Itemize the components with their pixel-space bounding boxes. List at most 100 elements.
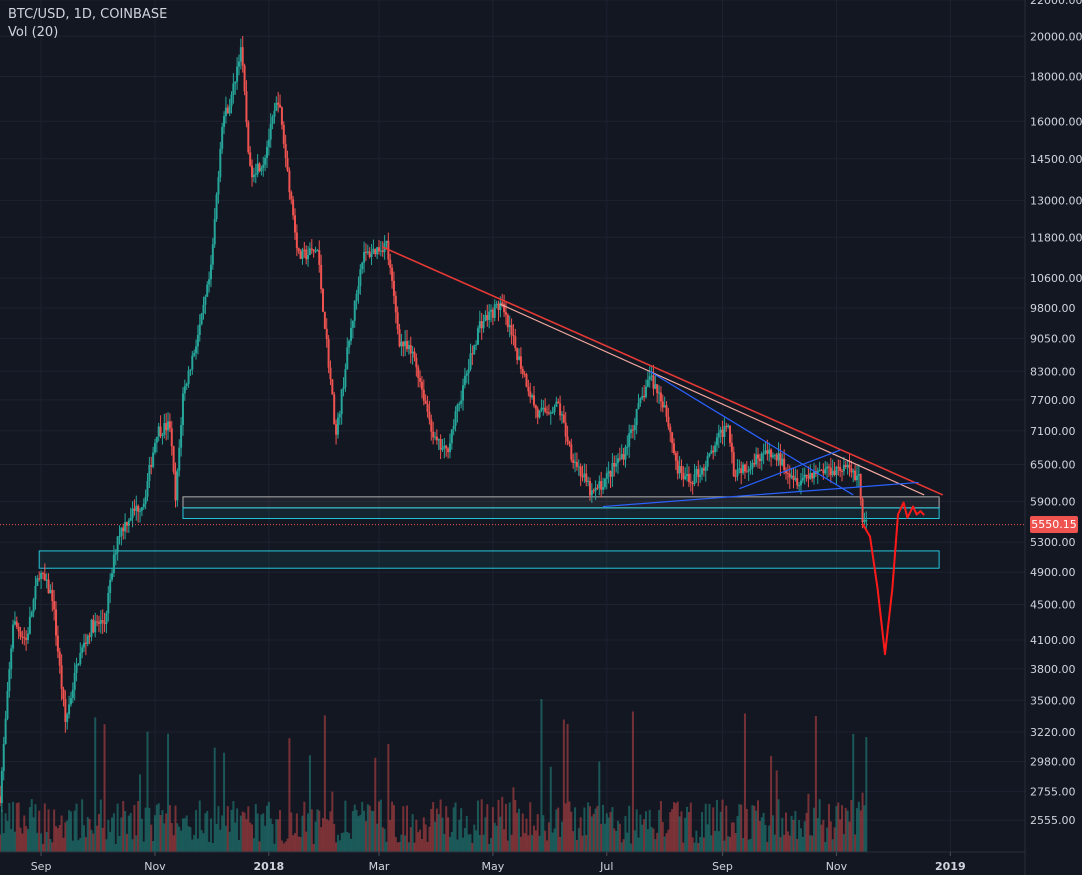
candle-body: [590, 490, 593, 496]
volume-bar: [783, 834, 786, 852]
candle-body: [704, 466, 707, 471]
volume-bar: [779, 837, 782, 852]
volume-bar: [299, 837, 302, 852]
price-tick-label: 11800.00: [1030, 231, 1082, 244]
candle-body: [613, 462, 616, 467]
time-axis[interactable]: Sep Nov 2018 Mar May Jul Sep Nov 2019: [31, 852, 966, 873]
candle-body: [544, 407, 547, 412]
candle-body: [488, 311, 491, 321]
candle-body: [60, 665, 63, 690]
volume-bar: [575, 839, 578, 852]
symbol-label[interactable]: BTC/USD, 1D, COINBASE: [8, 7, 168, 22]
volume-bar: [435, 808, 438, 852]
candle-body: [191, 355, 194, 370]
volume-bar: [105, 839, 108, 852]
support-zone: [182, 496, 940, 509]
candle-body: [340, 389, 343, 415]
volume-bar: [142, 841, 145, 852]
volume-bar: [346, 831, 349, 852]
candle-body: [770, 449, 773, 458]
volume-bar: [428, 826, 431, 852]
price-tick-label: 2555.00: [1030, 814, 1076, 827]
candle-body: [732, 452, 735, 477]
candle-body: [10, 648, 13, 670]
volume-bar: [90, 829, 93, 852]
volume-bar: [719, 811, 722, 852]
price-tick-label: 4500.00: [1030, 599, 1076, 612]
candle-body: [602, 487, 605, 490]
volume-bar: [396, 842, 399, 852]
volume-bar: [786, 831, 789, 852]
volume-bar: [252, 838, 255, 852]
candle-body: [536, 408, 539, 418]
price-axis[interactable]: 22000.00 20000.00 18000.00 16000.00 14500.00…: [1030, 0, 1082, 827]
candle-body: [172, 446, 175, 472]
candle-body: [841, 470, 844, 472]
candle-body: [157, 426, 160, 437]
volume-bar: [25, 826, 28, 852]
candle-body: [217, 177, 220, 195]
price-tick-label: 5300.00: [1030, 536, 1076, 549]
candle-body: [208, 279, 211, 285]
candle-body: [439, 439, 442, 450]
volume-bar: [855, 808, 858, 852]
candle-body: [518, 356, 521, 360]
volume-bar: [512, 787, 515, 852]
candle-body: [288, 170, 291, 193]
candle-body: [183, 386, 186, 394]
volume-bar: [605, 813, 608, 852]
volume-bar: [174, 805, 177, 852]
volume-bar: [223, 752, 226, 852]
candle-body: [650, 375, 653, 377]
candle-body: [680, 466, 683, 473]
candle-body: [252, 174, 255, 178]
volume-bar: [383, 828, 386, 852]
candle-body: [702, 468, 705, 471]
candle-body: [370, 253, 373, 257]
candle-body: [691, 483, 694, 485]
volume-bar: [301, 815, 304, 852]
candle-body: [426, 404, 429, 412]
volume-bar: [859, 810, 862, 852]
candle-body: [47, 579, 50, 594]
volume-bar: [241, 811, 244, 852]
candle-body: [736, 469, 739, 477]
volume-bar: [757, 800, 760, 852]
candle-body: [396, 312, 399, 330]
volume-bar: [755, 810, 758, 852]
volume-bar: [824, 841, 827, 852]
volume-bar: [208, 841, 211, 852]
candle-body: [659, 392, 662, 402]
volume-bar: [826, 827, 829, 852]
volume-bar: [745, 808, 748, 852]
volume-bar: [353, 804, 356, 852]
candle-body: [348, 340, 351, 348]
candle-body: [114, 552, 117, 555]
volume-bar: [753, 805, 756, 852]
volume-indicator-label[interactable]: Vol (20): [8, 25, 59, 40]
support-zone: [182, 507, 940, 520]
volume-bar: [282, 843, 285, 852]
candle-body: [462, 385, 465, 401]
candle-body: [523, 373, 526, 375]
candle-body: [493, 304, 496, 318]
volume-bar: [49, 839, 52, 852]
candle-body: [768, 449, 771, 454]
candle-body: [13, 621, 16, 625]
candle-body: [827, 466, 830, 468]
volume-bar: [394, 836, 397, 852]
volume-bar: [665, 833, 668, 852]
candle-body: [271, 116, 274, 124]
candle-body: [409, 345, 412, 354]
volume-bar: [417, 832, 420, 852]
candle-body: [628, 433, 631, 447]
volume-bar: [635, 809, 638, 852]
volume-bar: [325, 819, 328, 852]
candle-body: [773, 454, 776, 456]
candle-body: [417, 367, 420, 379]
candle-body: [321, 289, 324, 312]
candle-body: [482, 321, 485, 329]
volume-bar: [547, 822, 550, 852]
volume-bar: [562, 719, 565, 852]
